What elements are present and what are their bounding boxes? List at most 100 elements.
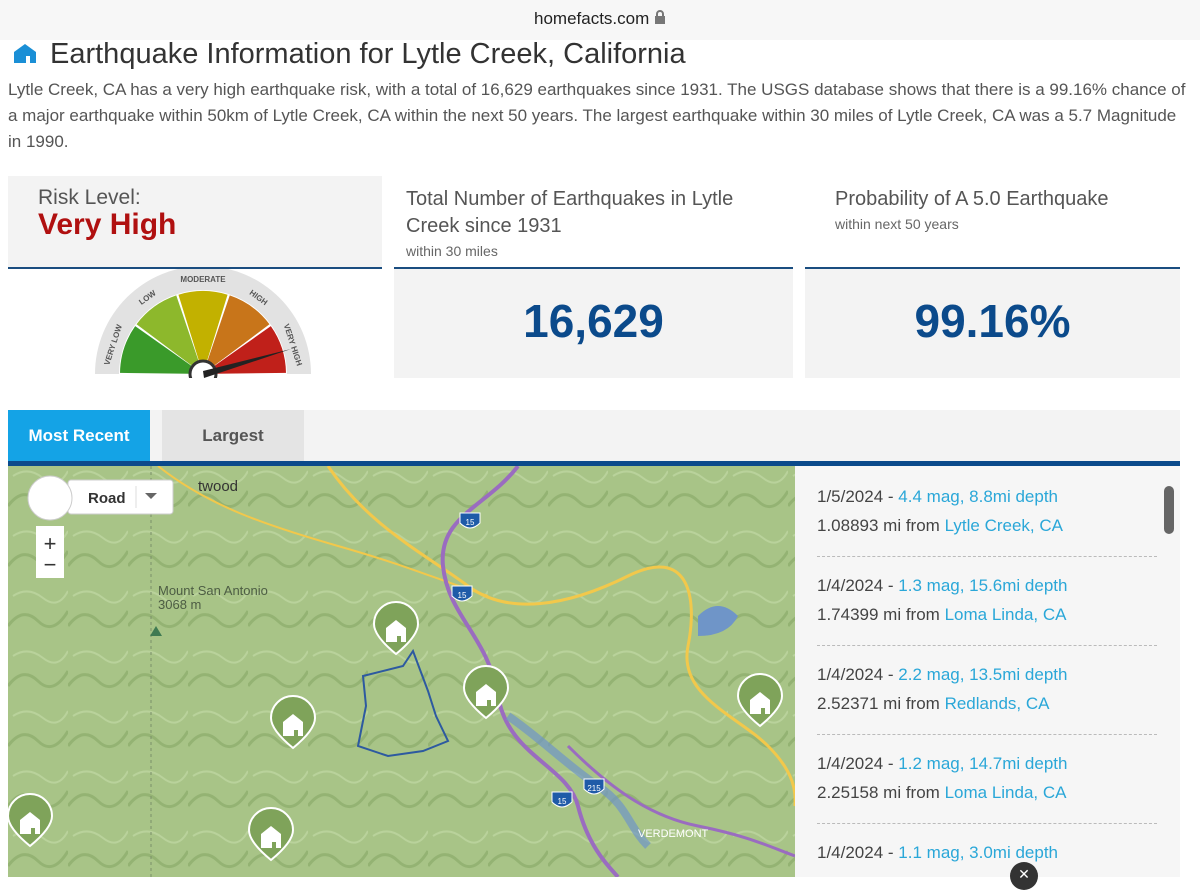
gauge-label: MODERATE: [180, 275, 226, 284]
quake-line: 1/5/2024 - 4.4 mag, 8.8mi depth: [817, 482, 1157, 511]
quake-line: 1.08893 mi from Lytle Creek, CA: [817, 511, 1157, 540]
quake-date: 1/5/2024 -: [817, 487, 894, 506]
quake-entry: 1/4/2024 - 2.2 mag, 13.5mi depth 2.52371 …: [817, 660, 1157, 718]
zoom-control[interactable]: +−: [36, 526, 64, 578]
risk-value: Very High: [38, 208, 177, 241]
quake-date: 1/4/2024 -: [817, 843, 894, 862]
quake-place[interactable]: Loma Linda, CA: [944, 783, 1067, 802]
quake-line: 1/4/2024 - 2.2 mag, 13.5mi depth: [817, 660, 1157, 689]
quake-place[interactable]: Lytle Creek, CA: [944, 516, 1063, 535]
quake-line: 1/4/2024 - 1.1 mag, 3.0mi depth: [817, 838, 1157, 867]
pin-icon: [20, 812, 40, 834]
quake-entry: 1/4/2024 - 1.1 mag, 3.0mi depth: [817, 838, 1157, 867]
peak-icon: [150, 626, 162, 636]
url: homefacts.com: [534, 9, 650, 28]
map-label: twood: [198, 478, 238, 495]
quake-date: 1/4/2024 -: [817, 576, 894, 595]
pin-icon: [476, 684, 496, 706]
site-logo: [14, 44, 36, 63]
map-label: Mount San Antonio: [158, 583, 268, 598]
gauge-ring: [95, 269, 311, 374]
separator: [817, 734, 1157, 735]
pin-icon: [261, 826, 281, 848]
separator: [817, 645, 1157, 646]
quake-line: 2.52371 mi from Redlands, CA: [817, 689, 1157, 718]
separator: [817, 556, 1157, 557]
terrain: [8, 466, 795, 877]
lock-icon: [655, 10, 665, 24]
road: [157, 466, 489, 597]
quake-detail[interactable]: 4.4 mag, 8.8mi depth: [898, 487, 1059, 506]
gauge-segment: [207, 295, 270, 366]
quake-date: 1/4/2024 -: [817, 665, 894, 684]
tab-bar: Most Recent Largest: [8, 410, 1180, 461]
quake-distance: 2.25158 mi from: [817, 783, 940, 802]
highway: [566, 744, 795, 858]
quake-entry: 1/4/2024 - 1.2 mag, 14.7mi depth 2.25158 …: [817, 749, 1157, 807]
pin-icon: [750, 692, 770, 714]
earthquake-list: 1/5/2024 - 4.4 mag, 8.8mi depth 1.08893 m…: [795, 466, 1180, 877]
map-type-label[interactable]: Road: [88, 490, 126, 507]
page-title: Earthquake Information for Lytle Creek, …: [50, 38, 686, 70]
risk-card: Risk Level: Very High VERY LOW LOW MODERAT…: [8, 176, 382, 378]
separator: [817, 823, 1157, 824]
quake-detail[interactable]: 1.1 mag, 3.0mi depth: [898, 843, 1059, 862]
highway-shield: [459, 512, 481, 529]
quake-place[interactable]: Loma Linda, CA: [944, 605, 1067, 624]
quake-entry: 1/5/2024 - 4.4 mag, 8.8mi depth 1.08893 m…: [817, 482, 1157, 540]
highway-number: 15: [458, 591, 467, 600]
area-outline: [356, 648, 450, 758]
lake: [698, 606, 738, 636]
card-title: Probability of A 5.0 Earthquake: [835, 188, 1109, 210]
card-subtitle: within 30 miles: [406, 243, 498, 259]
quake-detail[interactable]: 2.2 mag, 13.5mi depth: [898, 665, 1068, 684]
tab[interactable]: Largest: [162, 410, 304, 461]
highway-shield: [583, 778, 605, 795]
card-subtitle: within next 50 years: [835, 216, 959, 232]
gauge-segment: [178, 291, 228, 361]
quake-detail[interactable]: 1.3 mag, 15.6mi depth: [898, 576, 1068, 595]
card-value: 99.16%: [914, 295, 1071, 347]
quake-place[interactable]: Redlands, CA: [944, 694, 1050, 713]
svg-text:+: +: [44, 531, 57, 556]
quake-distance: 1.08893 mi from: [817, 516, 940, 535]
quake-distance: 1.74399 mi from: [817, 605, 940, 624]
scrollbar[interactable]: [1164, 486, 1174, 534]
probability-card: Probability of A 5.0 Earthquake within ne…: [805, 176, 1180, 378]
map-label: 3068 m: [158, 597, 201, 612]
quake-entry: 1/4/2024 - 1.3 mag, 15.6mi depth 1.74399 …: [817, 571, 1157, 629]
tab[interactable]: Most Recent: [8, 410, 150, 461]
pan-control[interactable]: [27, 475, 73, 521]
risk-label: Risk Level:: [38, 186, 141, 209]
highway-number: 15: [466, 518, 475, 527]
gauge-segment: [136, 295, 199, 366]
card-title: Total Number of Earthquakes in Lytle Cre…: [406, 188, 734, 237]
pin-icon: [283, 714, 303, 736]
quake-line: 1.74399 mi from Loma Linda, CA: [817, 600, 1157, 629]
gauge-segment: [120, 326, 192, 374]
highway-number: 215: [587, 784, 601, 793]
quake-line: 1/4/2024 - 1.2 mag, 14.7mi depth: [817, 749, 1157, 778]
close-button[interactable]: ✕: [1010, 862, 1038, 890]
pin-icon: [386, 620, 406, 642]
highway-number: 15: [558, 797, 567, 806]
quake-line: 1/4/2024 - 1.3 mag, 15.6mi depth: [817, 571, 1157, 600]
map-label: VERDEMONT: [638, 828, 709, 840]
highway-shield: [551, 791, 573, 808]
quake-detail[interactable]: 1.2 mag, 14.7mi depth: [898, 754, 1068, 773]
quake-distance: 2.52371 mi from: [817, 694, 940, 713]
tab-underline: [8, 461, 1180, 466]
address-bar[interactable]: homefacts.com: [0, 0, 1200, 40]
quake-date: 1/4/2024 -: [817, 754, 894, 773]
highway-shield: [451, 585, 473, 602]
svg-text:−: −: [44, 552, 57, 577]
gauge-needle: [203, 349, 291, 378]
description: Lytle Creek, CA has a very high earthqua…: [8, 80, 1186, 151]
gauge-segment: [214, 326, 286, 374]
card-value: 16,629: [523, 295, 664, 347]
quake-line: 2.25158 mi from Loma Linda, CA: [817, 778, 1157, 807]
count-card: Total Number of Earthquakes in Lytle Cre…: [394, 176, 793, 378]
